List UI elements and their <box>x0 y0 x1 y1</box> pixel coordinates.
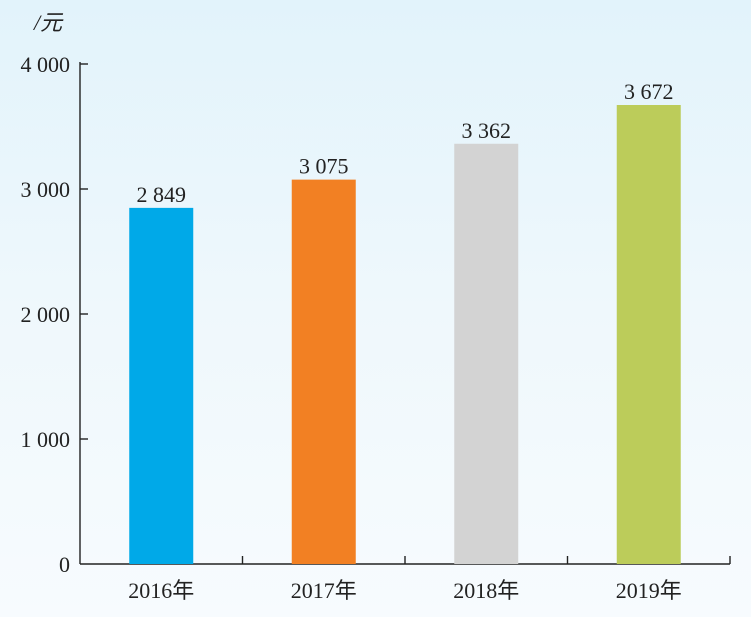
category-labels: 2016年 2017年 2018年 2019年 <box>128 578 682 603</box>
x-category-label: 2016年 <box>128 578 194 603</box>
y-axis-unit-label: /元 <box>32 10 64 35</box>
bar-value-label: 3 362 <box>462 118 512 143</box>
bar-value-label: 3 075 <box>299 154 349 179</box>
y-tick-label: 1 000 <box>21 427 71 452</box>
bar-2019年 <box>616 105 681 564</box>
y-tick-label: 0 <box>59 552 70 577</box>
y-axis-ticks: 0 1 000 2 000 3 000 4 000 <box>21 52 88 577</box>
x-category-label: 2017年 <box>291 578 357 603</box>
bars-group <box>129 105 681 564</box>
bar-2017年 <box>291 179 356 564</box>
bar-value-labels: 2 849 3 075 3 362 3 672 <box>137 79 674 207</box>
y-tick-label: 2 000 <box>21 302 71 327</box>
y-tick-label: 4 000 <box>21 52 71 77</box>
y-tick-label: 3 000 <box>21 177 71 202</box>
bar-value-label: 3 672 <box>624 79 674 104</box>
bar-2016年 <box>129 207 194 564</box>
bar-2018年 <box>454 143 519 564</box>
bar-value-label: 2 849 <box>137 182 187 207</box>
x-category-label: 2018年 <box>453 578 519 603</box>
x-category-label: 2019年 <box>616 578 682 603</box>
x-axis-ticks <box>241 556 731 564</box>
